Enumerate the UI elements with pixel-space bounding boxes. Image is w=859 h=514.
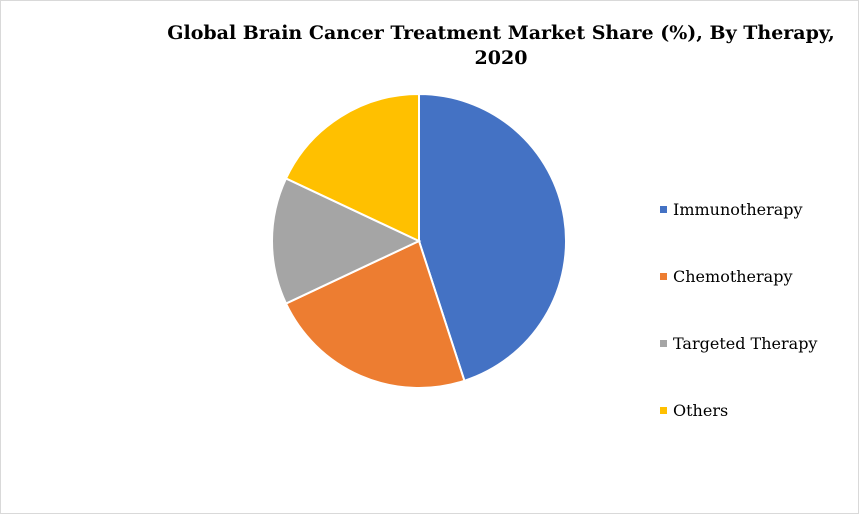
legend-item-chemotherapy: Chemotherapy bbox=[660, 265, 793, 287]
legend-item-immunotherapy: Immunotherapy bbox=[660, 198, 803, 220]
legend-label: Immunotherapy bbox=[673, 199, 803, 219]
legend-swatch bbox=[660, 406, 667, 414]
chart-title: Global Brain Cancer Treatment Market Sha… bbox=[167, 22, 835, 69]
legend-swatch bbox=[660, 205, 667, 213]
legend-label: Others bbox=[673, 400, 729, 420]
legend-label: Targeted Therapy bbox=[673, 333, 818, 353]
pie-slice-chemotherapy bbox=[284, 239, 466, 389]
legend-label: Chemotherapy bbox=[673, 266, 793, 286]
legend-item-targeted-therapy: Targeted Therapy bbox=[660, 332, 817, 354]
legend-swatch bbox=[660, 272, 667, 280]
pie-slice-targeted-therapy bbox=[271, 177, 422, 305]
pie-slice-immunotherapy bbox=[418, 92, 567, 383]
legend-item-others: Others bbox=[660, 399, 728, 421]
pie-slice-others bbox=[284, 92, 420, 243]
legend-swatch bbox=[660, 339, 667, 347]
